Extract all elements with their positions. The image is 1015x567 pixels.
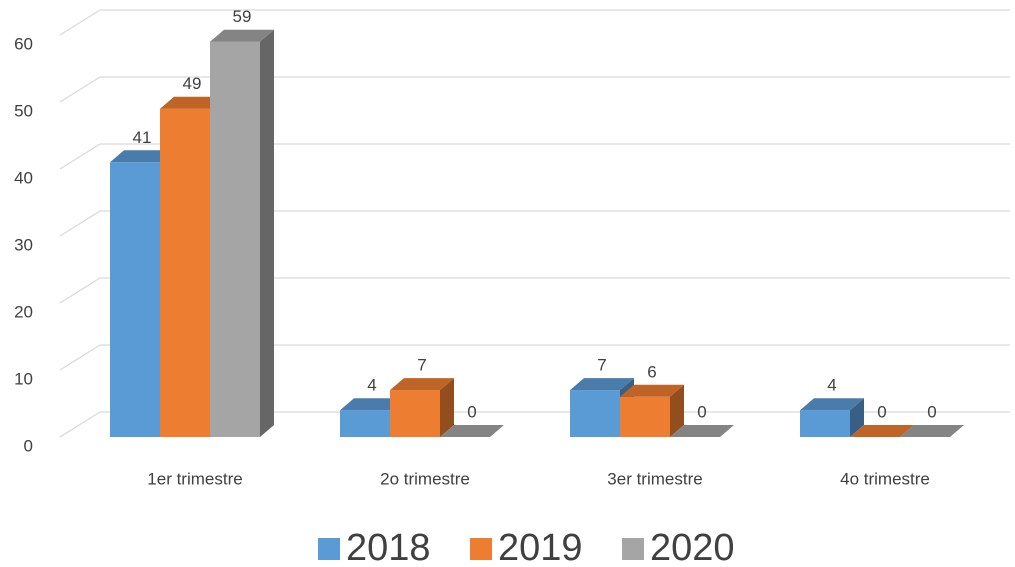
value-label: 0 <box>877 402 886 421</box>
bar <box>440 425 504 437</box>
x-tick-label: 2o trimestre <box>380 469 470 488</box>
bar-top <box>900 425 964 437</box>
x-tick-label: 3er trimestre <box>607 469 702 488</box>
value-label: 4 <box>367 376 376 395</box>
bar-front <box>570 390 620 437</box>
y-tick-label: 30 <box>14 235 33 254</box>
value-label: 4 <box>827 376 836 395</box>
bar-top <box>850 425 914 437</box>
bar-front <box>340 410 390 437</box>
x-tick-label: 4o trimestre <box>840 469 930 488</box>
y-tick-label: 20 <box>14 302 33 321</box>
y-tick-label: 10 <box>14 369 33 388</box>
value-label: 7 <box>417 356 426 375</box>
bar-front <box>620 396 670 437</box>
bar-front <box>160 108 210 437</box>
bar-top <box>390 378 454 391</box>
x-tick-label: 1er trimestre <box>147 469 242 488</box>
bar-side <box>670 384 684 437</box>
value-label: 0 <box>697 402 706 421</box>
bar <box>390 378 454 437</box>
value-label: 59 <box>233 7 252 26</box>
bar-front <box>110 162 160 438</box>
value-label: 0 <box>467 402 476 421</box>
legend-label: 2019 <box>498 527 583 567</box>
legend-swatch <box>622 538 644 560</box>
grid-diagonal <box>59 411 101 438</box>
bar-top <box>440 425 504 437</box>
bar <box>210 29 274 437</box>
bar <box>850 425 914 437</box>
bar-top <box>210 29 274 42</box>
legend-label: 2020 <box>650 527 735 567</box>
bar-side <box>260 29 274 437</box>
value-label: 0 <box>927 402 936 421</box>
bar-top <box>800 398 864 411</box>
value-label: 7 <box>597 356 606 375</box>
bar-top <box>620 384 684 397</box>
bar <box>670 425 734 437</box>
y-tick-label: 50 <box>14 101 33 120</box>
legend-label: 2018 <box>346 527 431 567</box>
bar-front <box>210 41 260 437</box>
value-label: 41 <box>133 128 152 147</box>
bar <box>800 398 864 437</box>
bar <box>620 384 684 437</box>
bar-top <box>670 425 734 437</box>
bar-front <box>800 410 850 437</box>
bar-top <box>340 398 404 411</box>
grid-diagonal <box>59 9 101 36</box>
grid-diagonal <box>59 143 101 170</box>
bar-side <box>440 378 454 437</box>
y-tick-label: 60 <box>14 34 33 53</box>
bar-top <box>110 150 174 163</box>
value-label: 49 <box>183 74 202 93</box>
y-tick-label: 0 <box>24 436 33 455</box>
bar <box>900 425 964 437</box>
grid-diagonal <box>59 210 101 237</box>
bar-top <box>570 378 634 391</box>
bar-side <box>850 398 864 437</box>
legend-swatch <box>318 538 340 560</box>
bar-top <box>160 96 224 109</box>
y-tick-label: 40 <box>14 168 33 187</box>
grid-diagonal <box>59 76 101 103</box>
value-label: 6 <box>647 362 656 381</box>
bar-front <box>390 390 440 437</box>
grid-diagonal <box>59 277 101 304</box>
grid-diagonal <box>59 344 101 371</box>
legend-swatch <box>470 538 492 560</box>
